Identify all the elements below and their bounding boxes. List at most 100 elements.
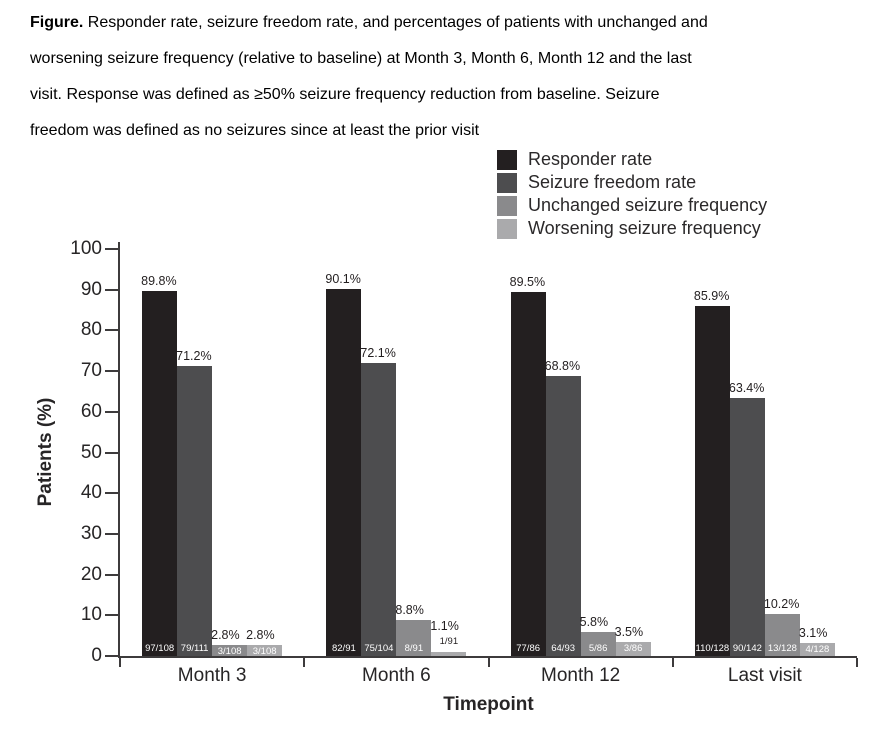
legend-item-label: Unchanged seizure frequency xyxy=(528,195,768,215)
bar xyxy=(361,362,397,656)
y-tick-label: 20 xyxy=(80,563,102,585)
legend-swatch-icon xyxy=(497,195,517,216)
y-tick xyxy=(105,532,118,535)
bar-fraction-label: 77/86 xyxy=(516,643,541,654)
y-tick xyxy=(105,492,118,495)
caption-line: freedom was defined as no seizures since… xyxy=(30,122,480,139)
bar-fraction-label: 3/108 xyxy=(217,645,242,657)
caption-line: Figure. Responder rate, seizure freedom … xyxy=(30,14,708,31)
legend-item: Worsening seizure frequency xyxy=(497,217,767,240)
y-tick xyxy=(105,451,118,454)
y-tick-label: 10 xyxy=(80,604,102,626)
y-tick-label: 40 xyxy=(80,482,102,504)
legend-swatch-icon xyxy=(497,172,517,193)
bar xyxy=(545,375,581,656)
y-tick-label: 70 xyxy=(80,360,102,382)
y-tick xyxy=(105,248,118,250)
x-tick xyxy=(856,658,858,667)
y-tick xyxy=(105,410,118,413)
x-tick xyxy=(303,658,306,667)
x-tick xyxy=(487,658,490,667)
y-tick xyxy=(105,288,118,291)
bar-value-label: 68.8% xyxy=(544,358,581,373)
x-axis-line xyxy=(118,656,857,658)
bar-fraction-label: 75/104 xyxy=(364,643,394,654)
legend-item: Unchanged seizure frequency xyxy=(497,194,767,217)
y-tick xyxy=(105,573,118,576)
legend-item: Responder rate xyxy=(497,148,767,171)
bar xyxy=(580,632,616,656)
x-category-label: Month 12 xyxy=(541,665,621,686)
chart-legend: Responder rate Seizure freedom rate Unchan… xyxy=(497,148,767,240)
bar-fraction-label: 5/86 xyxy=(588,643,608,654)
bar-fraction-label: 3/108 xyxy=(252,645,277,657)
y-tick-label: 60 xyxy=(80,400,102,422)
bar-value-label: 2.8% xyxy=(211,627,240,642)
x-category-label: Month 3 xyxy=(177,665,247,686)
bar-value-label: 85.9% xyxy=(693,289,730,304)
y-tick-label: 30 xyxy=(80,522,102,544)
bar-fraction-label: 64/93 xyxy=(551,643,576,654)
caption-prefix: Figure. xyxy=(30,14,84,31)
bar xyxy=(396,620,432,656)
bar xyxy=(615,641,651,656)
bar-value-label: 5.8% xyxy=(579,615,609,630)
bar-fraction-label: 4/128 xyxy=(805,644,830,656)
bar-fraction-label: 13/128 xyxy=(767,643,797,654)
x-category-label: Last visit xyxy=(727,665,802,686)
bar-value-label: 1.1% xyxy=(430,618,459,633)
figure-caption: Figure. Responder rate, seizure freedom … xyxy=(30,5,852,149)
bar-value-label: 10.2% xyxy=(763,597,800,612)
legend-item-label: Worsening seizure frequency xyxy=(528,218,761,238)
bar-value-label: 89.8% xyxy=(141,273,177,288)
bar xyxy=(212,644,248,656)
bar-fraction-label: 90/142 xyxy=(732,643,762,654)
bar-value-label: 71.2% xyxy=(176,349,212,364)
bar xyxy=(247,644,283,656)
bar-value-label: 90.1% xyxy=(325,272,361,287)
bar xyxy=(729,397,765,656)
bar xyxy=(510,291,546,656)
bar-fraction-label: 3/86 xyxy=(623,643,643,654)
bar xyxy=(764,614,800,656)
bar-value-label: 89.5% xyxy=(509,274,546,289)
legend-item-label: Responder rate xyxy=(528,149,653,169)
bar-fraction-label: 1/91 xyxy=(439,635,459,647)
bar-value-label: 72.1% xyxy=(360,345,396,360)
bar xyxy=(177,366,213,656)
bar xyxy=(694,306,730,656)
y-axis-line xyxy=(118,242,120,658)
y-tick xyxy=(105,370,118,373)
bar xyxy=(799,643,835,656)
bar-value-label: 8.8% xyxy=(395,603,424,618)
bar-fraction-label: 97/108 xyxy=(145,643,175,654)
bar xyxy=(326,289,362,656)
bar xyxy=(142,290,178,656)
y-tick xyxy=(105,329,118,332)
y-tick-label: 90 xyxy=(80,278,102,300)
caption-line: worsening seizure frequency (relative to… xyxy=(30,50,692,67)
bar-value-label: 63.4% xyxy=(728,380,765,395)
legend-item: Seizure freedom rate xyxy=(497,171,767,194)
x-tick xyxy=(119,658,121,667)
legend-swatch-icon xyxy=(497,149,517,170)
y-tick-label: 80 xyxy=(80,319,102,341)
legend-item-label: Seizure freedom rate xyxy=(528,172,697,192)
x-tick xyxy=(671,658,674,667)
bar-fraction-label: 79/111 xyxy=(180,643,209,654)
bar-value-label: 2.8% xyxy=(246,627,275,642)
x-category-label: Month 6 xyxy=(362,665,431,686)
y-tick-label: 50 xyxy=(80,441,102,463)
bar-value-label: 3.1% xyxy=(798,626,828,641)
legend-swatch-icon xyxy=(497,218,517,239)
bar-fraction-label: 110/128 xyxy=(695,643,730,654)
y-tick xyxy=(105,655,118,657)
y-tick-label: 100 xyxy=(70,238,102,259)
bar-fraction-label: 82/91 xyxy=(331,643,356,654)
bar xyxy=(431,651,467,656)
x-axis-title: Timepoint xyxy=(443,694,534,715)
bar-fraction-label: 8/91 xyxy=(404,643,424,654)
bar-value-label: 3.5% xyxy=(614,624,644,639)
